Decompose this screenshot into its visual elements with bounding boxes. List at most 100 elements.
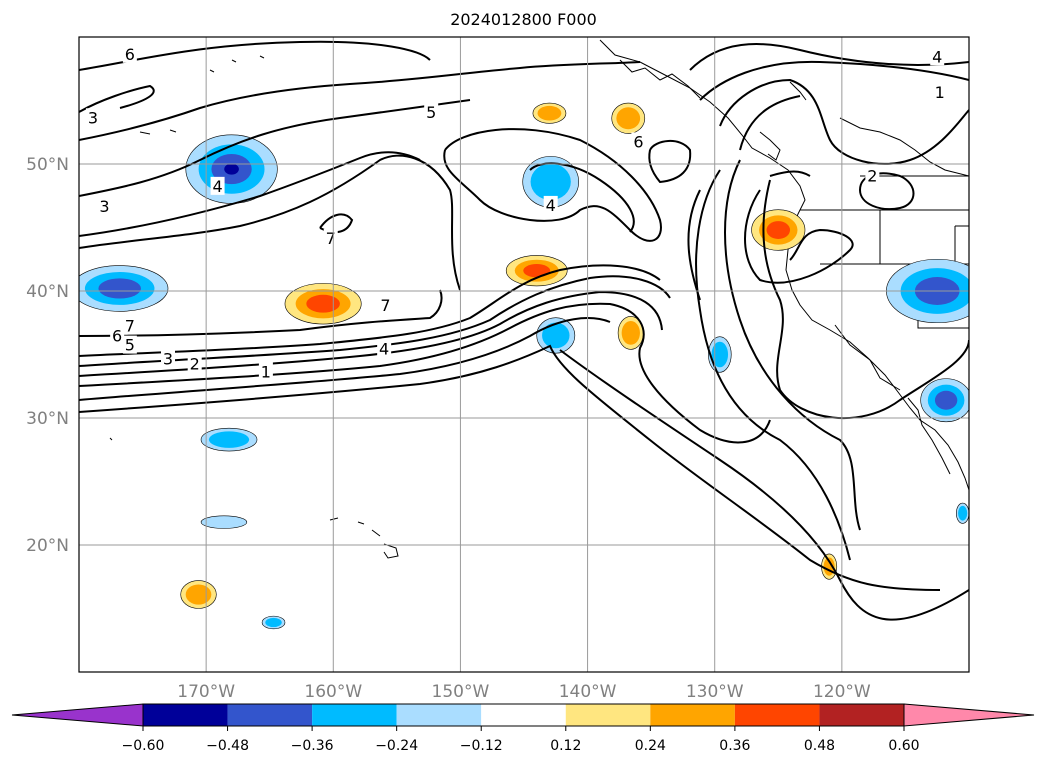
colorbar-segment [481,704,566,726]
colorbar-tick-label: 0.24 [635,738,666,754]
longitude-label: 160°W [304,682,362,702]
anomaly-blob [611,102,646,134]
anomaly-shade [523,263,551,278]
longitude-label: 140°W [559,682,617,702]
contour-label: 5 [125,336,135,355]
contour-label: 4 [546,196,556,215]
colorbar-segment [143,704,228,726]
anomaly-blob [284,283,362,325]
colorbar-tick-label: −0.48 [206,738,249,754]
colorbar-tick-label: 0.36 [719,738,750,754]
latitude-label: 40°N [26,282,69,302]
longitude-labels: 170°W 160°W 150°W 140°W 130°W 120°W [177,682,871,702]
contour-label: 3 [99,197,109,216]
contour-label-bg [110,326,125,345]
contour-label: 3 [88,108,98,127]
colorbar-tick-label: 0.48 [804,738,835,754]
anomaly-blob [708,336,732,373]
contour-label: 6 [125,45,135,64]
contour-label: 3 [163,350,173,369]
colorbar-extend-max [903,703,1035,727]
anomaly-shade [958,505,968,521]
colorbar-extend-min [11,703,144,727]
anomaly-shade [185,584,212,605]
contour-label-bg [377,339,392,358]
contour-lines [79,40,969,621]
contour-label: 7 [326,229,336,248]
longitude-label: 130°W [686,682,744,702]
colorbar-segment [227,704,313,726]
anomaly-blob [79,265,169,312]
latitude-labels: 50°N 40°N 30°N 20°N [26,155,69,556]
contour-label-bg [932,82,947,101]
anomaly-blob [200,427,258,452]
anomaly-shade [711,341,729,368]
contour-label-bg [210,176,225,195]
colorbar-segment [650,704,735,726]
contour-label-bg [323,228,338,247]
contour-label-bg [122,316,137,335]
anomaly-shade [98,278,141,299]
contour-label: 2 [867,167,877,186]
colorbar-frame [142,703,905,727]
contour-label-bg [85,108,100,127]
anomaly-blob [751,209,806,251]
anomaly-blob [200,515,248,529]
anomaly-shade [621,321,640,345]
colorbar-tick-label: −0.36 [291,738,334,754]
anomaly-blob [522,156,579,208]
latitude-label: 20°N [26,536,69,556]
colorbar-tick-label: −0.24 [375,738,418,754]
contour-label-bg [97,197,112,216]
map-frame [78,36,970,673]
anomaly-shading [79,102,969,630]
anomaly-blob [955,502,969,524]
contour-label-bg [258,362,273,381]
anomaly-shade [265,617,282,628]
contour-label: 2 [190,355,200,374]
anomaly-shade [306,294,340,313]
contour-label-bg [424,103,439,122]
contour-label-bg [122,335,137,354]
contour-label: 6 [112,327,122,346]
latitude-label: 50°N [26,155,69,175]
anomaly-shade [200,515,248,529]
contour-label-bg [543,195,558,214]
colorbar-tick-label: −0.60 [122,738,165,754]
colorbar-tick-label: −0.12 [460,738,503,754]
contour-label-bg [865,166,880,185]
anomaly-blob [920,378,969,423]
longitude-label: 120°W [813,682,871,702]
colorbar-segment [312,704,397,726]
contour-label: 6 [633,132,643,151]
anomaly-shade [542,322,570,349]
contour-label: 4 [212,177,222,196]
latitude-label: 30°N [26,409,69,429]
colorbar-segment [565,704,651,726]
contour-label-bg [631,132,646,151]
anomaly-shade [766,221,791,239]
colorbar-tick-label: 0.12 [550,738,581,754]
contour-label: 4 [932,47,942,66]
contour-label-bg [930,47,945,66]
colorbar-segment [819,704,904,726]
colorbar-segment [734,704,820,726]
anomaly-shade [537,105,562,121]
anomaly-blob [185,134,278,204]
anomaly-blob [261,615,286,630]
contour-label: 1 [935,83,945,102]
anomaly-shade [224,163,239,175]
contour-label: 7 [380,296,390,315]
contour-label: 1 [261,362,271,381]
longitude-label: 170°W [177,682,235,702]
contour-label-bg [378,296,393,315]
colorbar-segment [396,704,482,726]
contour-label-bg [122,44,137,63]
contour-label: 5 [426,103,436,122]
anomaly-blob [617,316,644,350]
map-title: 2024012800 F000 [450,10,597,29]
graticule [79,37,969,672]
anomaly-blob [532,102,567,124]
contour-label-bg [161,349,175,368]
